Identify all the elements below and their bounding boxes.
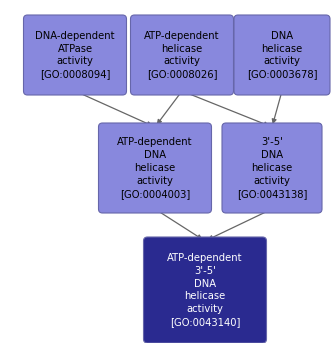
- Text: 3'-5'
DNA
helicase
activity
[GO:0043138]: 3'-5' DNA helicase activity [GO:0043138]: [237, 138, 307, 199]
- Text: ATP-dependent
helicase
activity
[GO:0008026]: ATP-dependent helicase activity [GO:0008…: [144, 31, 220, 79]
- FancyBboxPatch shape: [130, 15, 233, 95]
- Text: DNA
helicase
activity
[GO:0003678]: DNA helicase activity [GO:0003678]: [247, 31, 317, 79]
- FancyBboxPatch shape: [99, 123, 211, 213]
- Text: ATP-dependent
DNA
helicase
activity
[GO:0004003]: ATP-dependent DNA helicase activity [GO:…: [117, 138, 193, 199]
- FancyBboxPatch shape: [222, 123, 322, 213]
- Text: DNA-dependent
ATPase
activity
[GO:0008094]: DNA-dependent ATPase activity [GO:000809…: [35, 31, 115, 79]
- Text: ATP-dependent
3'-5'
DNA
helicase
activity
[GO:0043140]: ATP-dependent 3'-5' DNA helicase activit…: [167, 253, 243, 327]
- FancyBboxPatch shape: [143, 237, 267, 343]
- FancyBboxPatch shape: [24, 15, 126, 95]
- FancyBboxPatch shape: [234, 15, 330, 95]
